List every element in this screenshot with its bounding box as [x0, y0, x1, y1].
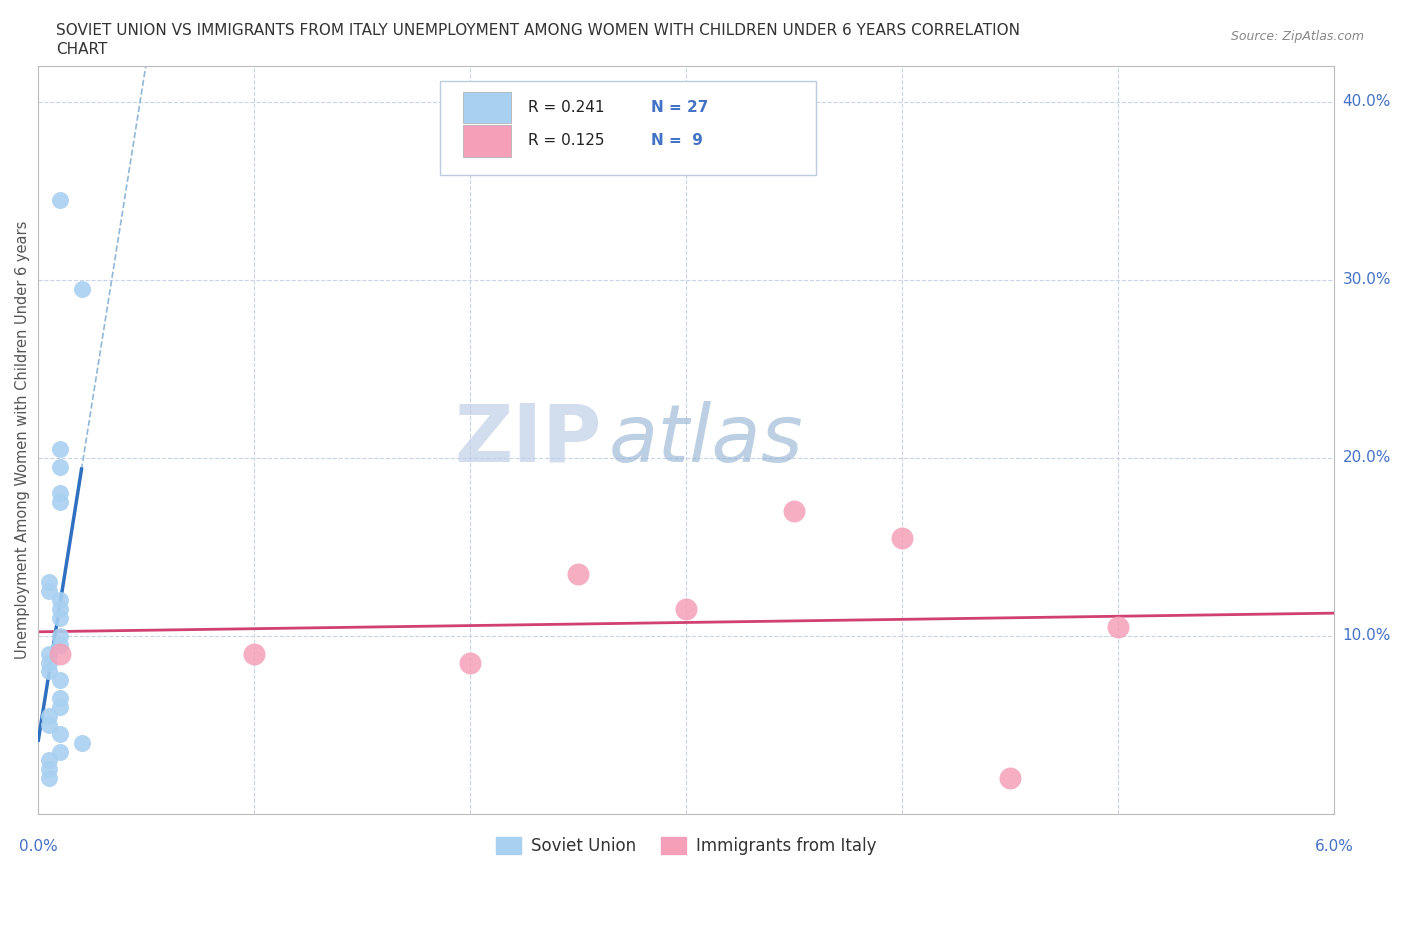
Point [70, 736, 93, 751]
Point [38, 655, 60, 670]
Point [49, 637, 72, 652]
Text: R = 0.241: R = 0.241 [529, 100, 605, 114]
Text: Source: ZipAtlas.com: Source: ZipAtlas.com [1230, 30, 1364, 43]
Text: CHART: CHART [56, 42, 108, 57]
Point [49, 629, 72, 644]
Point [567, 566, 589, 581]
Point [38, 717, 60, 732]
Point [49, 691, 72, 706]
Text: R = 0.125: R = 0.125 [529, 133, 605, 149]
Point [49, 726, 72, 741]
Point [49, 495, 72, 510]
Text: 20.0%: 20.0% [1343, 450, 1391, 465]
Point [49, 459, 72, 474]
Point [49, 744, 72, 759]
Point [891, 530, 914, 545]
Y-axis label: Unemployment Among Women with Children Under 6 years: Unemployment Among Women with Children U… [15, 220, 30, 659]
Text: N =  9: N = 9 [651, 133, 703, 149]
FancyBboxPatch shape [464, 126, 512, 156]
Point [49, 193, 72, 207]
Point [243, 646, 266, 661]
Point [49, 611, 72, 626]
Point [458, 655, 481, 670]
Text: N = 27: N = 27 [651, 100, 709, 114]
Point [38, 575, 60, 590]
Point [49, 699, 72, 714]
Point [783, 504, 806, 519]
Text: 30.0%: 30.0% [1343, 272, 1391, 287]
Text: 6.0%: 6.0% [1315, 839, 1354, 854]
Point [38, 709, 60, 724]
Point [49, 646, 72, 661]
Legend: Soviet Union, Immigrants from Italy: Soviet Union, Immigrants from Italy [489, 830, 883, 861]
Point [49, 442, 72, 457]
Point [38, 584, 60, 599]
Point [49, 673, 72, 688]
Point [1107, 619, 1129, 634]
Point [49, 486, 72, 501]
Point [675, 602, 697, 617]
Text: atlas: atlas [609, 401, 803, 479]
Text: 0.0%: 0.0% [18, 839, 58, 854]
Point [38, 664, 60, 679]
Text: ZIP: ZIP [454, 401, 602, 479]
Point [49, 602, 72, 617]
Text: 10.0%: 10.0% [1343, 629, 1391, 644]
Text: 40.0%: 40.0% [1343, 94, 1391, 109]
Point [70, 281, 93, 296]
Point [38, 762, 60, 777]
FancyBboxPatch shape [464, 91, 512, 123]
FancyBboxPatch shape [440, 81, 815, 175]
Point [998, 771, 1021, 786]
Text: SOVIET UNION VS IMMIGRANTS FROM ITALY UNEMPLOYMENT AMONG WOMEN WITH CHILDREN UND: SOVIET UNION VS IMMIGRANTS FROM ITALY UN… [56, 23, 1021, 38]
Point [38, 753, 60, 768]
Point [38, 771, 60, 786]
Point [49, 592, 72, 607]
Point [38, 646, 60, 661]
